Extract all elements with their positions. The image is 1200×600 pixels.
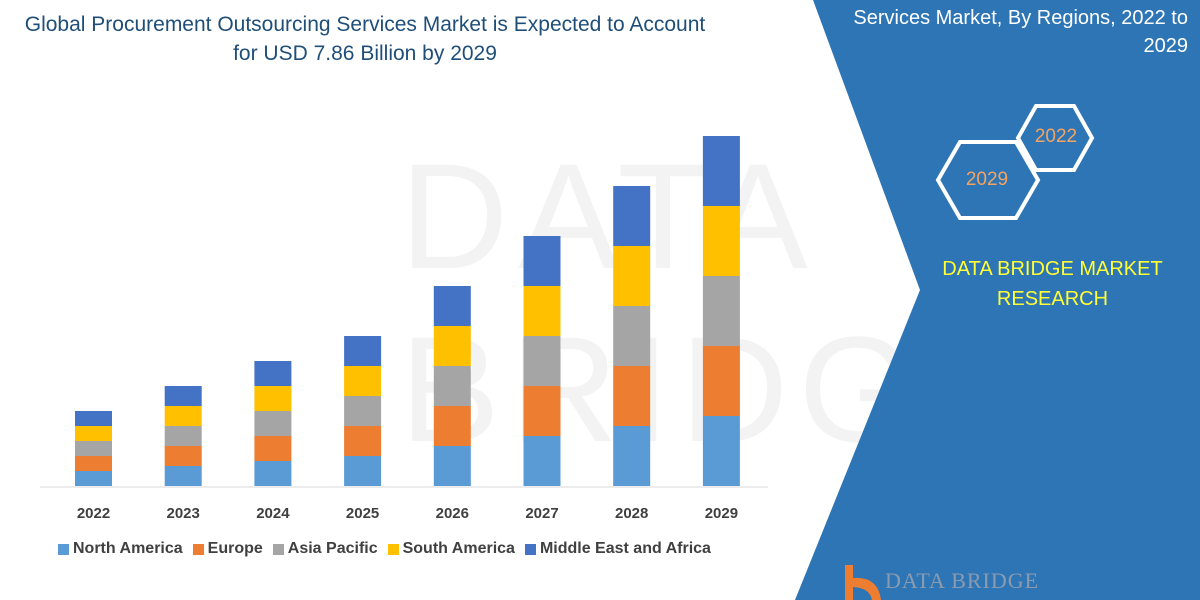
bar-2024-middle-east-and-africa [254,361,292,386]
bar-2022-asia-pacific [75,441,112,456]
legend-item: North America [58,540,183,558]
legend-swatch [524,543,536,555]
chart-title: Global Procurement Outsourcing Services … [24,13,706,65]
bar-2029-middle-east-and-africa [702,136,740,206]
bar-2022-middle-east-and-africa [75,411,112,426]
bar-2028-south-america [613,246,651,306]
side-title: Services Market, By Regions, 2022 to 202… [853,7,1188,57]
hexagon-label-2029: 2029 [965,169,1009,190]
x-tick-label: 2024 [256,505,290,522]
logo-text: DATA BRIDGE [885,568,1040,593]
legend-label: Europe [207,540,263,557]
bar-2026-middle-east-and-africa [433,286,471,326]
bar-2026-europe [433,406,471,446]
x-tick-label: 2026 [436,505,469,522]
legend-label: Asia Pacific [287,540,378,557]
bar-2023-south-america [164,406,202,426]
bar-2027-south-america [523,286,561,336]
bar-2022-north-america [75,471,112,486]
hexagon-label-2022: 2022 [1034,126,1078,147]
legend-item: Asia Pacific [272,540,378,558]
legend-item: Europe [192,540,263,558]
hexagon-2029 [935,140,1041,220]
legend-swatch [272,543,284,555]
bar-2025-europe [344,426,382,456]
bar-2027-middle-east-and-africa [523,236,561,286]
bar-2023-middle-east-and-africa [164,386,202,406]
bar-2023-europe [164,446,202,466]
bar-2023-asia-pacific [164,426,202,446]
brand-name: DATA BRIDGE MARKET RESEARCH [942,258,1163,310]
x-tick-label: 2022 [77,505,110,522]
bar-2027-europe [523,386,561,436]
hexagon-2022 [1015,104,1095,172]
legend-swatch [58,543,69,555]
stacked-bar-chart: 2022 2023 2024 2025 2026 2027 2028 2029 [40,136,768,522]
bar-2029-europe [702,346,740,416]
bar-2026-north-america [433,446,471,486]
x-tick-label: 2029 [705,505,738,522]
legend: North America Europe Asia Pacific South Ame… [58,540,711,558]
bar-2028-europe [613,366,651,426]
bar-2029-south-america [702,206,740,276]
bar-2022-europe [75,456,112,471]
bar-2026-south-america [433,326,471,366]
legend-item: Middle East and Africa [524,540,711,558]
bar-2028-north-america [613,426,651,486]
legend-item: South America [387,540,515,558]
bar-2028-asia-pacific [613,306,651,366]
legend-label: South America [402,540,515,557]
x-tick-label: 2025 [346,505,379,522]
bar-2027-north-america [523,436,561,486]
logo-icon [845,565,881,600]
bar-2024-south-america [254,386,292,411]
x-tick-label: 2027 [525,505,558,522]
bar-2025-south-america [344,366,382,396]
bar-2024-asia-pacific [254,411,292,436]
legend-swatch [192,543,204,555]
bar-2027-asia-pacific [523,336,561,386]
x-tick-label: 2023 [167,505,200,522]
legend-swatch [387,543,399,555]
bar-2022-south-america [75,426,112,441]
bar-2025-asia-pacific [344,396,382,426]
bar-2024-north-america [254,461,292,486]
bar-2025-middle-east-and-africa [344,336,382,366]
legend-label: Middle East and Africa [539,540,711,557]
bar-2025-north-america [344,456,382,486]
bar-2029-asia-pacific [702,276,740,346]
bar-2023-north-america [164,466,202,486]
bar-2026-asia-pacific [433,366,471,406]
bar-2028-middle-east-and-africa [613,186,651,246]
bar-2029-north-america [702,416,740,486]
bar-2024-europe [254,436,292,461]
legend-label: North America [73,540,183,557]
x-tick-label: 2028 [615,505,648,522]
